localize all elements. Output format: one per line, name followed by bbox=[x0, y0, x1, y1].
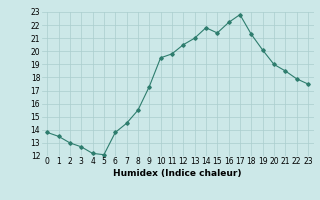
X-axis label: Humidex (Indice chaleur): Humidex (Indice chaleur) bbox=[113, 169, 242, 178]
